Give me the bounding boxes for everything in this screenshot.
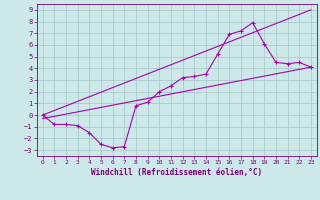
X-axis label: Windchill (Refroidissement éolien,°C): Windchill (Refroidissement éolien,°C) [91, 168, 262, 177]
